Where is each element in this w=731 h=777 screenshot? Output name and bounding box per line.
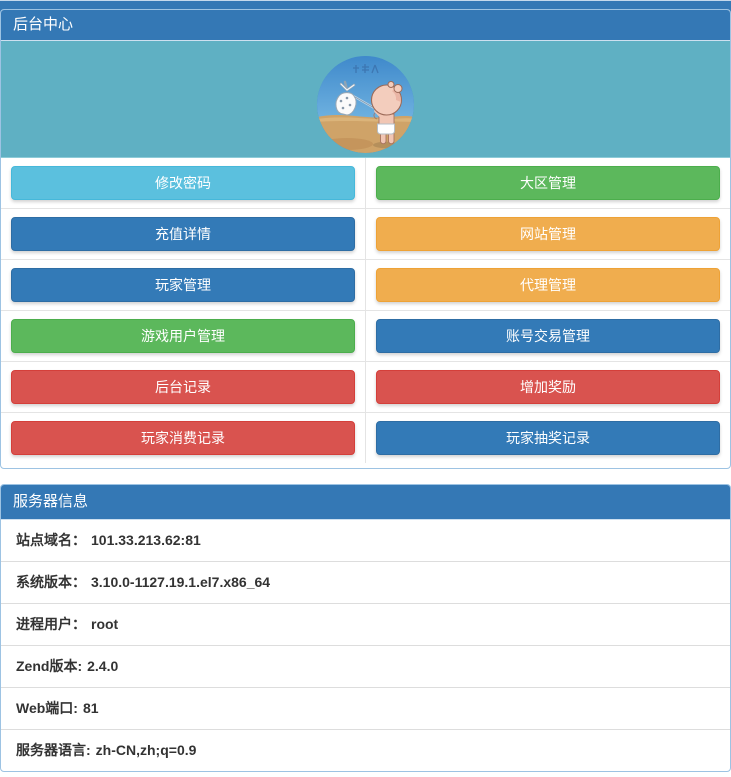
account-trade-management-button[interactable]: 账号交易管理 xyxy=(376,319,720,353)
zend-version-row: Zend版本: 2.4.0 xyxy=(1,645,730,687)
admin-button-grid: 修改密码 大区管理 充值详情 网站管理 玩家管理 代理管理 游戏用户管理 账号交… xyxy=(1,158,730,463)
panel-bottom-padding xyxy=(1,463,730,468)
system-version-row: 系统版本： 3.10.0-1127.19.1.el7.x86_64 xyxy=(1,561,730,603)
game-user-management-button[interactable]: 游戏用户管理 xyxy=(11,319,355,353)
admin-log-button[interactable]: 后台记录 xyxy=(11,370,355,404)
agent-management-button[interactable]: 代理管理 xyxy=(376,268,720,302)
web-port-row: Web端口: 81 xyxy=(1,687,730,729)
process-user-label: 进程用户： xyxy=(16,616,86,632)
site-domain-row: 站点域名： 101.33.213.62:81 xyxy=(1,520,730,561)
zend-version-value: 2.4.0 xyxy=(87,658,119,674)
change-password-button[interactable]: 修改密码 xyxy=(11,166,355,200)
server-language-label: 服务器语言: xyxy=(16,742,91,758)
web-port-label: Web端口: xyxy=(16,700,78,716)
avatar-banner xyxy=(1,41,730,158)
button-row: 玩家消费记录 玩家抽奖记录 xyxy=(1,412,730,463)
player-management-button[interactable]: 玩家管理 xyxy=(11,268,355,302)
server-info-title: 服务器信息 xyxy=(1,485,730,520)
zone-management-button[interactable]: 大区管理 xyxy=(376,166,720,200)
server-language-value: zh-CN,zh;q=0.9 xyxy=(95,742,197,758)
player-lottery-log-button[interactable]: 玩家抽奖记录 xyxy=(376,421,720,455)
add-reward-button[interactable]: 增加奖励 xyxy=(376,370,720,404)
admin-center-title: 后台中心 xyxy=(1,10,730,41)
player-spend-log-button[interactable]: 玩家消费记录 xyxy=(11,421,355,455)
web-port-value: 81 xyxy=(82,700,99,716)
recharge-details-button[interactable]: 充值详情 xyxy=(11,217,355,251)
site-domain-value: 101.33.213.62:81 xyxy=(91,532,201,548)
zend-version-label: Zend版本: xyxy=(16,658,83,674)
system-version-value: 3.10.0-1127.19.1.el7.x86_64 xyxy=(91,574,271,590)
admin-center-panel: 后台中心 xyxy=(0,9,731,469)
button-row: 游戏用户管理 账号交易管理 xyxy=(1,310,730,362)
server-language-row: 服务器语言: zh-CN,zh;q=0.9 xyxy=(1,729,730,771)
server-info-panel: 服务器信息 站点域名： 101.33.213.62:81 系统版本： 3.10.0-… xyxy=(0,484,731,772)
button-row: 充值详情 网站管理 xyxy=(1,208,730,260)
button-row: 后台记录 增加奖励 xyxy=(1,361,730,413)
site-domain-label: 站点域名： xyxy=(16,532,86,548)
server-info-list: 站点域名： 101.33.213.62:81 系统版本： 3.10.0-1127.1… xyxy=(1,520,730,771)
system-version-label: 系统版本： xyxy=(16,574,86,590)
process-user-value: root xyxy=(91,616,119,632)
process-user-row: 进程用户： root xyxy=(1,603,730,645)
beach-kid-avatar xyxy=(317,56,414,153)
website-management-button[interactable]: 网站管理 xyxy=(376,217,720,251)
button-row: 玩家管理 代理管理 xyxy=(1,259,730,311)
button-row: 修改密码 大区管理 xyxy=(1,158,730,209)
